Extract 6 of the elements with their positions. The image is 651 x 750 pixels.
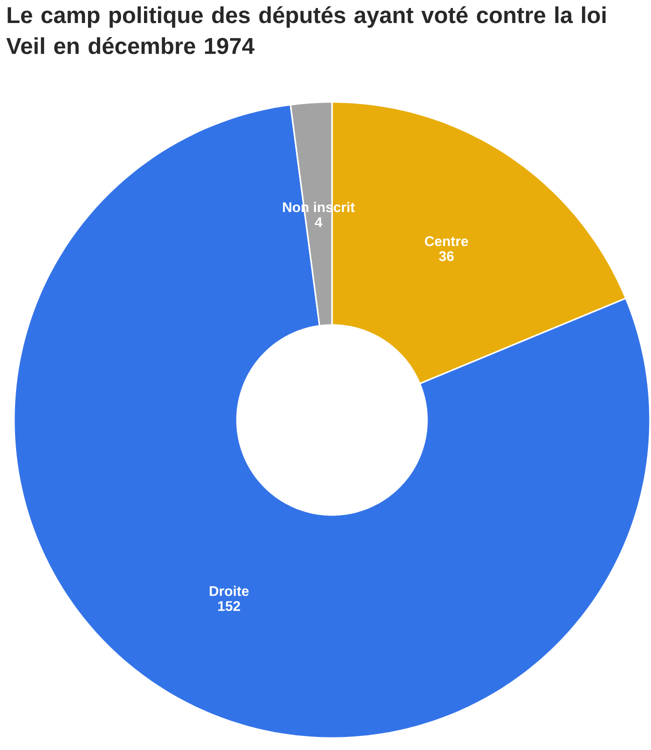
slice-label: Droite xyxy=(210,586,249,596)
data-label: 4 xyxy=(314,217,322,227)
chart-title: Le camp politique des députés ayant voté contre la loi Veil en décembre 1974 xyxy=(6,6,606,54)
data-label: 36 xyxy=(439,251,454,262)
data-label: 152 xyxy=(218,601,240,611)
slice-label: Centre xyxy=(424,236,468,246)
